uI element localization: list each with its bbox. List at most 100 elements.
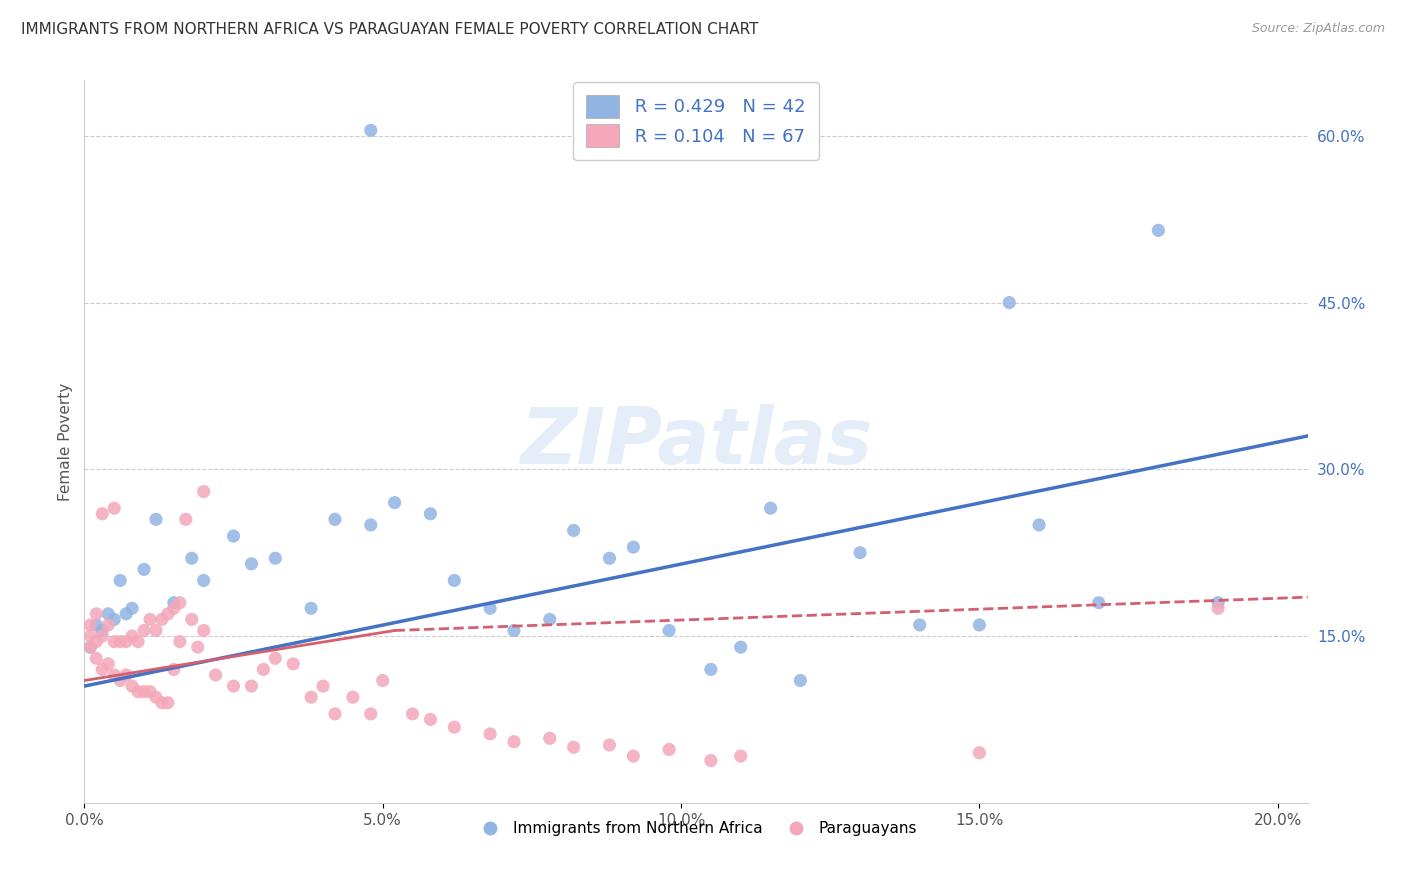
Point <box>849 546 872 560</box>
Point <box>503 624 526 638</box>
Point <box>323 706 346 721</box>
Legend: Immigrants from Northern Africa, Paraguayans: Immigrants from Northern Africa, Paragua… <box>468 815 924 842</box>
Point <box>103 668 125 682</box>
Point <box>700 662 723 676</box>
Point <box>700 754 723 768</box>
Point <box>360 517 382 532</box>
Point <box>538 731 561 746</box>
Point <box>264 551 287 566</box>
Point <box>97 657 120 671</box>
Point <box>115 668 138 682</box>
Point <box>193 574 215 588</box>
Point <box>538 612 561 626</box>
Point <box>91 629 114 643</box>
Point <box>103 501 125 516</box>
Point <box>132 684 155 698</box>
Point <box>969 618 991 632</box>
Point <box>132 562 155 576</box>
Point <box>562 740 585 755</box>
Point <box>503 734 526 748</box>
Point <box>240 679 263 693</box>
Point <box>115 607 138 621</box>
Point <box>443 574 465 588</box>
Point <box>658 624 681 638</box>
Point <box>730 640 752 655</box>
Point <box>139 612 162 626</box>
Point <box>121 601 143 615</box>
Text: ZIPatlas: ZIPatlas <box>520 403 872 480</box>
Point <box>371 673 394 688</box>
Point <box>908 618 931 632</box>
Point <box>360 706 382 721</box>
Point <box>132 624 155 638</box>
Point <box>658 742 681 756</box>
Point <box>127 634 149 648</box>
Point <box>789 673 811 688</box>
Point <box>342 690 364 705</box>
Point <box>156 607 179 621</box>
Point <box>84 634 107 648</box>
Point <box>1028 517 1050 532</box>
Point <box>264 651 287 665</box>
Point <box>174 512 197 526</box>
Point <box>97 607 120 621</box>
Point <box>283 657 305 671</box>
Point <box>169 634 191 648</box>
Point <box>145 512 167 526</box>
Point <box>193 484 215 499</box>
Point <box>1147 223 1170 237</box>
Point <box>103 634 125 648</box>
Point <box>479 601 502 615</box>
Point <box>91 662 114 676</box>
Point <box>145 690 167 705</box>
Point <box>598 551 620 566</box>
Point <box>150 696 173 710</box>
Point <box>84 651 107 665</box>
Point <box>127 684 149 698</box>
Point <box>759 501 782 516</box>
Point <box>84 607 107 621</box>
Y-axis label: Female Poverty: Female Poverty <box>58 383 73 500</box>
Point <box>419 713 441 727</box>
Point <box>1206 596 1229 610</box>
Point <box>163 601 186 615</box>
Point <box>419 507 441 521</box>
Point <box>115 634 138 648</box>
Point <box>621 540 644 554</box>
Point <box>384 496 406 510</box>
Point <box>969 746 991 760</box>
Point <box>97 618 120 632</box>
Point <box>79 618 101 632</box>
Point <box>222 679 245 693</box>
Point <box>91 624 114 638</box>
Point <box>479 727 502 741</box>
Point <box>360 123 382 137</box>
Point <box>443 720 465 734</box>
Point <box>145 624 167 638</box>
Point <box>169 596 191 610</box>
Text: IMMIGRANTS FROM NORTHERN AFRICA VS PARAGUAYAN FEMALE POVERTY CORRELATION CHART: IMMIGRANTS FROM NORTHERN AFRICA VS PARAG… <box>21 22 759 37</box>
Text: Source: ZipAtlas.com: Source: ZipAtlas.com <box>1251 22 1385 36</box>
Point <box>730 749 752 764</box>
Point <box>998 295 1021 310</box>
Point <box>299 690 322 705</box>
Point <box>222 529 245 543</box>
Point <box>252 662 274 676</box>
Point <box>621 749 644 764</box>
Point <box>79 640 101 655</box>
Point <box>193 624 215 638</box>
Point <box>108 574 131 588</box>
Point <box>108 634 131 648</box>
Point <box>401 706 423 721</box>
Point <box>1087 596 1109 610</box>
Point <box>598 738 620 752</box>
Point <box>121 629 143 643</box>
Point <box>139 684 162 698</box>
Point <box>163 662 186 676</box>
Point <box>187 640 209 655</box>
Point <box>121 679 143 693</box>
Point <box>150 612 173 626</box>
Point <box>163 596 186 610</box>
Point <box>180 551 202 566</box>
Point <box>299 601 322 615</box>
